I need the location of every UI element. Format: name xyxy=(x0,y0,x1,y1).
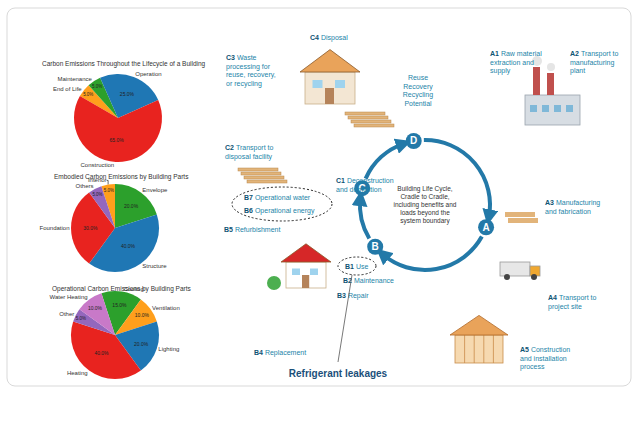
svg-text:B7 Operational water: B7 Operational water xyxy=(244,194,311,202)
svg-text:B2 Maintenance: B2 Maintenance xyxy=(343,277,394,284)
svg-text:A: A xyxy=(482,222,489,233)
svg-text:10.0%: 10.0% xyxy=(88,305,103,311)
svg-text:End of Life: End of Life xyxy=(53,86,82,92)
svg-text:B: B xyxy=(372,241,379,252)
svg-text:A2 Transport tomanufacturingpl: A2 Transport tomanufacturingplant xyxy=(570,50,618,75)
svg-text:C4 Disposal: C4 Disposal xyxy=(310,34,348,42)
svg-text:C1 Deconstructionand demolitio: C1 Deconstructionand demolition xyxy=(336,177,394,193)
svg-text:Envelope: Envelope xyxy=(142,187,168,193)
svg-text:A4 Transport toproject site: A4 Transport toproject site xyxy=(548,294,596,311)
svg-text:30.0%: 30.0% xyxy=(83,225,98,231)
svg-text:B4 Replacement: B4 Replacement xyxy=(254,349,306,357)
svg-text:B3 Repair: B3 Repair xyxy=(337,292,369,300)
svg-text:ReuseRecoveryRecyclingPotentia: ReuseRecoveryRecyclingPotential xyxy=(403,74,433,107)
svg-text:Others: Others xyxy=(76,183,94,189)
svg-text:C3 Wasteprocessing forreuse, r: C3 Wasteprocessing forreuse, recovery,or… xyxy=(226,54,276,88)
svg-text:Cooling: Cooling xyxy=(123,286,143,292)
svg-text:Building Life Cycle,Cradle to: Building Life Cycle,Cradle to Cradle,inc… xyxy=(394,185,457,225)
svg-text:D: D xyxy=(410,135,417,146)
svg-text:Refrigerant leakages: Refrigerant leakages xyxy=(289,368,388,379)
svg-text:Operation: Operation xyxy=(135,71,161,77)
svg-text:5.0%: 5.0% xyxy=(92,192,102,197)
svg-text:65.0%: 65.0% xyxy=(109,137,124,143)
svg-text:5.0%: 5.0% xyxy=(92,84,102,89)
svg-text:A1 Raw materialextraction ands: A1 Raw materialextraction andsupply xyxy=(490,50,542,75)
svg-text:Other: Other xyxy=(59,311,74,317)
svg-text:15.0%: 15.0% xyxy=(112,302,127,308)
svg-text:B5 Refurbishment: B5 Refurbishment xyxy=(224,226,280,233)
svg-text:Structure: Structure xyxy=(142,263,167,269)
svg-text:B1 Use: B1 Use xyxy=(345,263,368,270)
svg-text:Heating: Heating xyxy=(67,370,88,376)
svg-text:25.0%: 25.0% xyxy=(120,91,135,97)
svg-text:Interior: Interior xyxy=(88,177,107,183)
svg-text:Ventilation: Ventilation xyxy=(152,305,180,311)
svg-text:Construction: Construction xyxy=(81,162,115,168)
svg-text:Water Heating: Water Heating xyxy=(49,294,87,300)
svg-text:5.0%: 5.0% xyxy=(83,92,93,97)
svg-text:Embodied Carbon Emissions by B: Embodied Carbon Emissions by Building Pa… xyxy=(54,173,189,181)
svg-text:A5 Constructionand installatio: A5 Constructionand installationprocess xyxy=(520,346,570,371)
svg-text:Foundation: Foundation xyxy=(39,225,69,231)
svg-text:5.0%: 5.0% xyxy=(76,316,86,321)
svg-text:40.0%: 40.0% xyxy=(121,243,136,249)
svg-text:10.0%: 10.0% xyxy=(135,312,150,318)
svg-text:B6 Operational energy: B6 Operational energy xyxy=(244,207,315,215)
svg-text:20.0%: 20.0% xyxy=(124,203,139,209)
svg-text:Carbon Emissions Throughout th: Carbon Emissions Throughout the Lifecycl… xyxy=(42,60,206,68)
svg-text:Operational Carbon Emissions b: Operational Carbon Emissions by Building… xyxy=(52,285,191,293)
svg-text:C2 Transport todisposal facili: C2 Transport todisposal facility xyxy=(225,144,273,161)
svg-text:20.0%: 20.0% xyxy=(134,341,149,347)
svg-text:Lighting: Lighting xyxy=(158,346,179,352)
svg-text:Maintenance: Maintenance xyxy=(58,76,93,82)
svg-text:40.0%: 40.0% xyxy=(94,350,109,356)
svg-text:5.0%: 5.0% xyxy=(104,188,114,193)
svg-text:A3 Manufacturingand fabricatio: A3 Manufacturingand fabrication xyxy=(545,199,600,215)
